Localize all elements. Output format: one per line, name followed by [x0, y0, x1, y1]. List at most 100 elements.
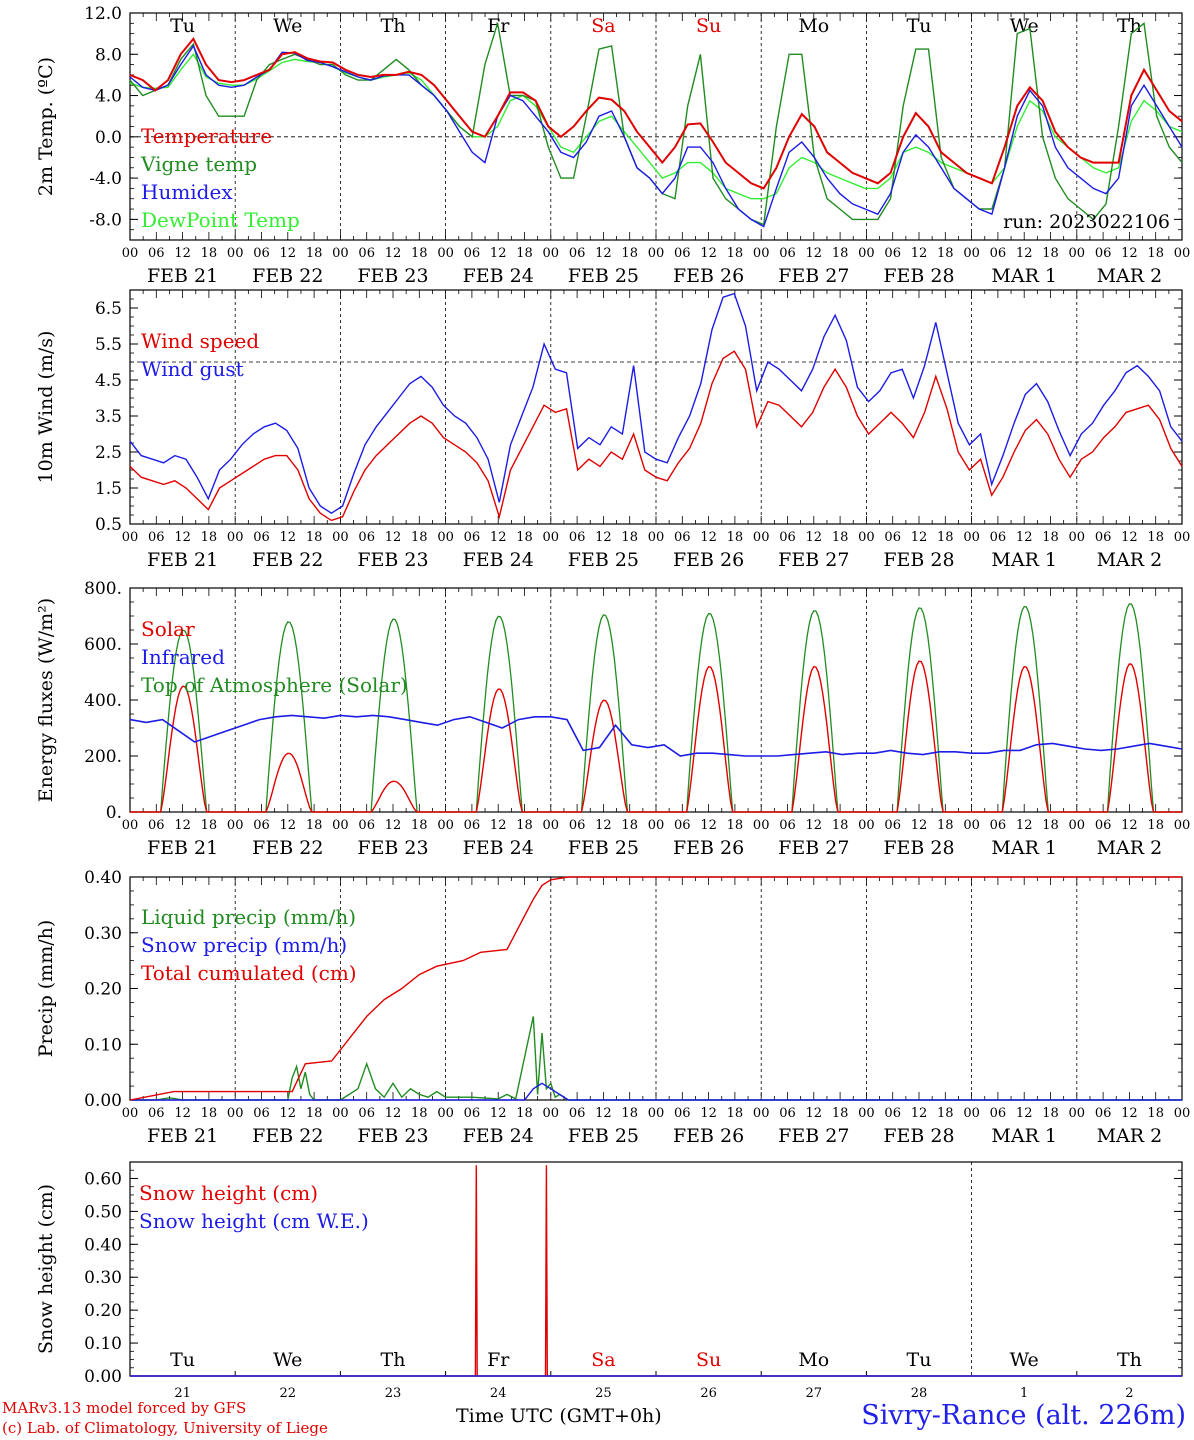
day-number-label: 25: [595, 1386, 612, 1401]
hour-tick-label: 06: [1095, 1106, 1112, 1121]
legend-entry: Wind gust: [141, 357, 244, 381]
date-label: MAR 2: [1097, 265, 1163, 287]
y-tick-label: 2.5: [95, 443, 122, 463]
date-label: MAR 1: [991, 837, 1057, 859]
hour-tick-label: 12: [1121, 818, 1138, 833]
date-label: FEB 21: [147, 265, 218, 287]
hour-tick-label: 06: [1095, 530, 1112, 545]
y-tick-label: 600.: [84, 635, 122, 655]
day-of-week-label: Tu: [170, 1349, 195, 1371]
hour-tick-label: 00: [122, 818, 139, 833]
day-of-week-label: We: [273, 1349, 302, 1371]
legend-entry: Temperature: [141, 124, 272, 148]
hour-tick-label: 18: [411, 818, 428, 833]
hour-tick-label: 00: [753, 246, 770, 261]
hour-tick-label: 00: [963, 530, 980, 545]
date-label: FEB 21: [147, 549, 218, 571]
day-of-week-label: Mo: [798, 1349, 829, 1371]
hour-tick-label: 00: [437, 530, 454, 545]
hour-tick-label: 00: [437, 818, 454, 833]
hour-tick-label: 18: [411, 1106, 428, 1121]
hour-tick-label: 12: [490, 530, 507, 545]
hour-tick-label: 06: [148, 818, 165, 833]
day-of-week-label: Tu: [170, 15, 195, 37]
hour-tick-label: 18: [832, 818, 849, 833]
hour-tick-label: 00: [858, 1106, 875, 1121]
hour-tick-label: 06: [674, 530, 691, 545]
day-of-week-label: Mo: [798, 15, 829, 37]
hour-tick-label: 00: [963, 246, 980, 261]
hour-tick-label: 12: [1121, 530, 1138, 545]
hour-tick-label: 18: [727, 246, 744, 261]
legend-entry: Snow height (cm): [139, 1181, 318, 1205]
hour-tick-label: 00: [648, 1106, 665, 1121]
hour-tick-label: 00: [753, 818, 770, 833]
hour-tick-label: 18: [832, 1106, 849, 1121]
hour-tick-label: 12: [280, 1106, 297, 1121]
y-tick-label: 0.10: [84, 1035, 122, 1055]
hour-tick-label: 18: [621, 530, 638, 545]
hour-tick-label: 12: [1121, 1106, 1138, 1121]
y-tick-label: 0.60: [84, 1169, 122, 1189]
day-of-week-label: Tu: [907, 15, 932, 37]
date-label: FEB 23: [357, 1125, 428, 1147]
date-label: FEB 22: [252, 265, 323, 287]
hour-tick-label: 00: [227, 530, 244, 545]
y-axis-label: Energy fluxes (W/m²): [35, 598, 57, 802]
legend-entry: Wind speed: [141, 329, 259, 353]
date-label: FEB 24: [463, 837, 534, 859]
hour-tick-label: 06: [674, 818, 691, 833]
day-of-week-label: Su: [696, 1349, 721, 1371]
hour-tick-label: 18: [832, 246, 849, 261]
date-label: FEB 21: [147, 1125, 218, 1147]
date-label: FEB 27: [778, 265, 849, 287]
hour-tick-label: 18: [1042, 818, 1059, 833]
hour-tick-label: 00: [227, 246, 244, 261]
date-label: FEB 23: [357, 265, 428, 287]
hour-tick-label: 06: [884, 1106, 901, 1121]
hour-tick-label: 12: [595, 530, 612, 545]
hour-tick-label: 18: [201, 1106, 218, 1121]
hour-tick-label: 12: [595, 818, 612, 833]
hour-tick-label: 06: [779, 246, 796, 261]
y-axis-label: Snow height (cm): [35, 1184, 57, 1354]
hour-tick-label: 12: [911, 818, 928, 833]
date-label: FEB 22: [252, 1125, 323, 1147]
legend-entry: Snow height (cm W.E.): [139, 1209, 369, 1233]
series-line-humidex: [129, 44, 1183, 228]
hour-tick-label: 06: [1095, 818, 1112, 833]
date-label: MAR 2: [1097, 1125, 1163, 1147]
day-number-label: 26: [700, 1386, 717, 1401]
day-number-label: 27: [806, 1386, 823, 1401]
hour-tick-label: 18: [621, 246, 638, 261]
hour-tick-label: 06: [884, 530, 901, 545]
y-tick-label: 0.40: [84, 868, 122, 888]
hour-tick-label: 06: [358, 818, 375, 833]
hour-tick-label: 00: [543, 1106, 560, 1121]
series-line-temperature: [129, 36, 1183, 190]
hour-tick-label: 06: [148, 1106, 165, 1121]
series-line-liquid-precip-mm-h: [130, 1016, 1182, 1101]
series-group: [129, 603, 1183, 813]
date-label: MAR 2: [1097, 549, 1163, 571]
legend-entry: Infrared: [141, 645, 225, 669]
y-tick-label: 4.0: [95, 87, 122, 107]
hour-tick-label: 06: [569, 530, 586, 545]
y-tick-label: 0.30: [84, 924, 122, 944]
hour-tick-label: 12: [806, 530, 823, 545]
date-label: FEB 25: [568, 549, 639, 571]
y-tick-label: 8.0: [95, 45, 122, 65]
hour-tick-label: 12: [700, 818, 717, 833]
hour-tick-label: 12: [385, 1106, 402, 1121]
hour-tick-label: 18: [306, 530, 323, 545]
hour-tick-label: 12: [595, 1106, 612, 1121]
day-of-week-label: Sa: [591, 1349, 615, 1371]
hour-tick-label: 12: [490, 1106, 507, 1121]
hour-tick-label: 18: [516, 1106, 533, 1121]
y-tick-label: 200.: [84, 747, 122, 767]
hour-tick-label: 00: [122, 246, 139, 261]
date-label: FEB 28: [883, 837, 954, 859]
hour-tick-label: 12: [385, 246, 402, 261]
day-of-week-label: We: [273, 15, 302, 37]
